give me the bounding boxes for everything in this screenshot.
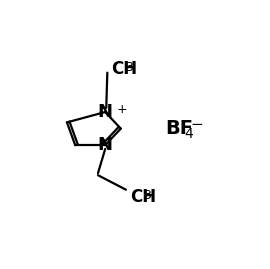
Text: 3: 3 <box>144 189 151 203</box>
Text: +: + <box>117 104 127 116</box>
Text: −: − <box>191 116 203 132</box>
Text: CH: CH <box>130 188 156 206</box>
Text: CH: CH <box>112 59 138 77</box>
Text: N: N <box>98 103 113 121</box>
Text: 3: 3 <box>125 61 133 74</box>
Text: 4: 4 <box>184 127 193 141</box>
Text: N: N <box>98 136 113 154</box>
Text: BF: BF <box>165 119 193 138</box>
